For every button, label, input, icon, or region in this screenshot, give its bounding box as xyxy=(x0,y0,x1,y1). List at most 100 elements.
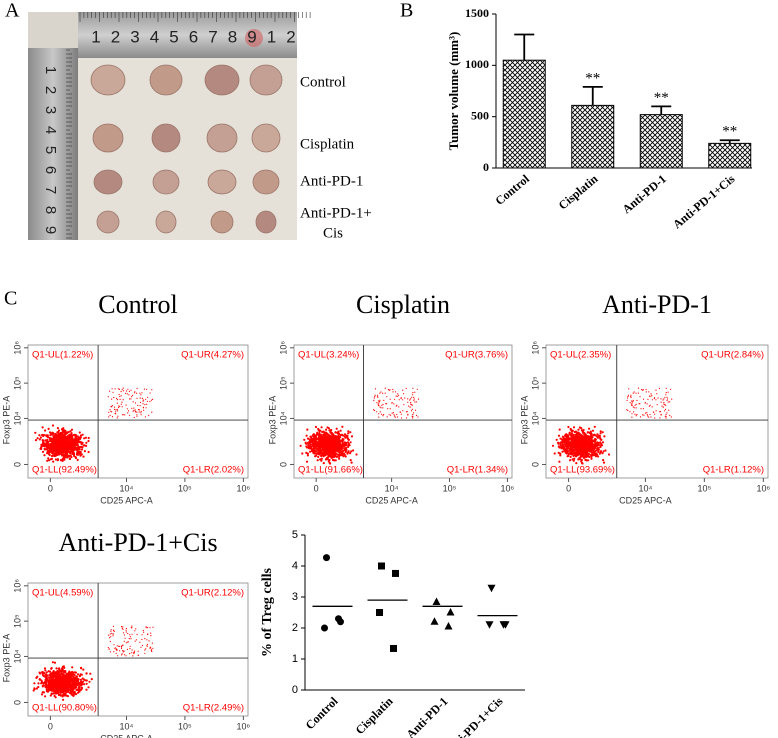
event-dot xyxy=(658,387,661,389)
event-dot xyxy=(121,646,123,648)
event-dot xyxy=(650,393,652,395)
event-dot xyxy=(325,428,328,431)
event-dot xyxy=(121,644,123,647)
event-dot xyxy=(324,435,327,439)
event-dot xyxy=(331,445,334,448)
event-dot xyxy=(333,442,336,445)
event-dot xyxy=(379,399,381,401)
event-dot xyxy=(388,414,390,416)
event-dot xyxy=(83,683,86,686)
event-dot xyxy=(57,429,61,432)
event-dot xyxy=(320,426,323,429)
event-dot xyxy=(76,444,79,447)
event-dot xyxy=(145,398,147,400)
event-dot xyxy=(601,441,605,444)
event-dot xyxy=(47,684,50,687)
event-dot xyxy=(337,433,340,436)
event-dot xyxy=(656,393,658,395)
error-bar xyxy=(719,139,740,144)
event-dot xyxy=(70,674,73,678)
tumor xyxy=(90,64,126,96)
event-dot xyxy=(582,428,585,432)
event-dot xyxy=(336,448,339,452)
event-dot xyxy=(644,412,647,414)
event-dot xyxy=(55,673,59,676)
y-tick-label: 2 xyxy=(292,622,298,634)
event-dot xyxy=(313,450,316,453)
event-dot xyxy=(64,444,68,447)
event-dot xyxy=(576,444,579,447)
event-dot xyxy=(59,683,62,687)
event-dot xyxy=(112,633,114,635)
y-axis-label: Tumor volume (mm³) xyxy=(446,32,461,151)
event-dot xyxy=(127,410,130,412)
event-dot xyxy=(570,428,573,432)
event-dot xyxy=(336,453,340,456)
event-dot xyxy=(349,459,352,462)
event-dot xyxy=(639,403,641,405)
ruler xyxy=(28,48,78,240)
event-dot xyxy=(136,414,138,416)
event-dot xyxy=(69,430,72,433)
event-dot xyxy=(383,399,385,401)
event-dot xyxy=(583,452,586,455)
event-dot xyxy=(396,413,398,416)
event-dot xyxy=(67,446,70,449)
y-axis-label: Foxp3 PE-A xyxy=(1,634,11,683)
event-dot xyxy=(380,407,382,409)
event-dot xyxy=(88,680,91,683)
event-dot xyxy=(76,458,79,461)
significance: ** xyxy=(654,90,669,106)
event-dot xyxy=(52,687,55,690)
event-dot xyxy=(146,388,148,390)
event-dot xyxy=(125,404,127,406)
event-dot xyxy=(312,441,315,445)
event-dot xyxy=(632,392,634,394)
event-dot xyxy=(47,686,50,690)
event-dot xyxy=(111,405,113,407)
event-dot xyxy=(54,434,57,437)
event-dot xyxy=(301,452,304,455)
event-dot xyxy=(394,416,396,418)
event-dot xyxy=(69,443,72,446)
event-dot xyxy=(669,401,671,403)
y-tick-label: 10⁵ xyxy=(12,376,22,390)
event-dot xyxy=(642,389,644,391)
significance: ** xyxy=(585,70,600,86)
event-dot xyxy=(407,401,409,403)
event-dot xyxy=(126,390,128,392)
x-tick-label: 0 xyxy=(48,721,53,731)
event-dot xyxy=(51,454,55,457)
event-dot xyxy=(146,643,148,646)
event-dot xyxy=(121,401,123,403)
bar xyxy=(708,142,752,169)
event-dot xyxy=(411,396,413,398)
event-dot xyxy=(63,694,67,697)
ruler-number: 4 xyxy=(150,27,159,46)
event-dot xyxy=(602,459,605,462)
event-dot xyxy=(54,440,57,443)
event-dot xyxy=(345,434,348,437)
event-dot xyxy=(571,443,574,446)
event-dot xyxy=(54,458,58,461)
event-dot xyxy=(581,439,584,442)
event-dot xyxy=(120,403,122,405)
event-dot xyxy=(130,389,132,391)
y-axis-label: % of Treg cells xyxy=(260,567,275,657)
event-dot xyxy=(57,437,60,440)
event-dot xyxy=(62,698,65,701)
event-dot xyxy=(72,683,75,686)
event-dot xyxy=(587,443,590,446)
event-dot xyxy=(580,436,583,439)
event-dot xyxy=(580,429,584,432)
event-dot xyxy=(654,413,656,415)
event-dot xyxy=(67,450,70,453)
event-dot xyxy=(666,398,669,400)
event-dot xyxy=(79,673,82,676)
event-dot xyxy=(68,691,71,694)
event-dot xyxy=(47,689,50,692)
event-dot xyxy=(66,695,69,698)
event-dot xyxy=(568,438,571,441)
event-dot xyxy=(316,441,319,444)
